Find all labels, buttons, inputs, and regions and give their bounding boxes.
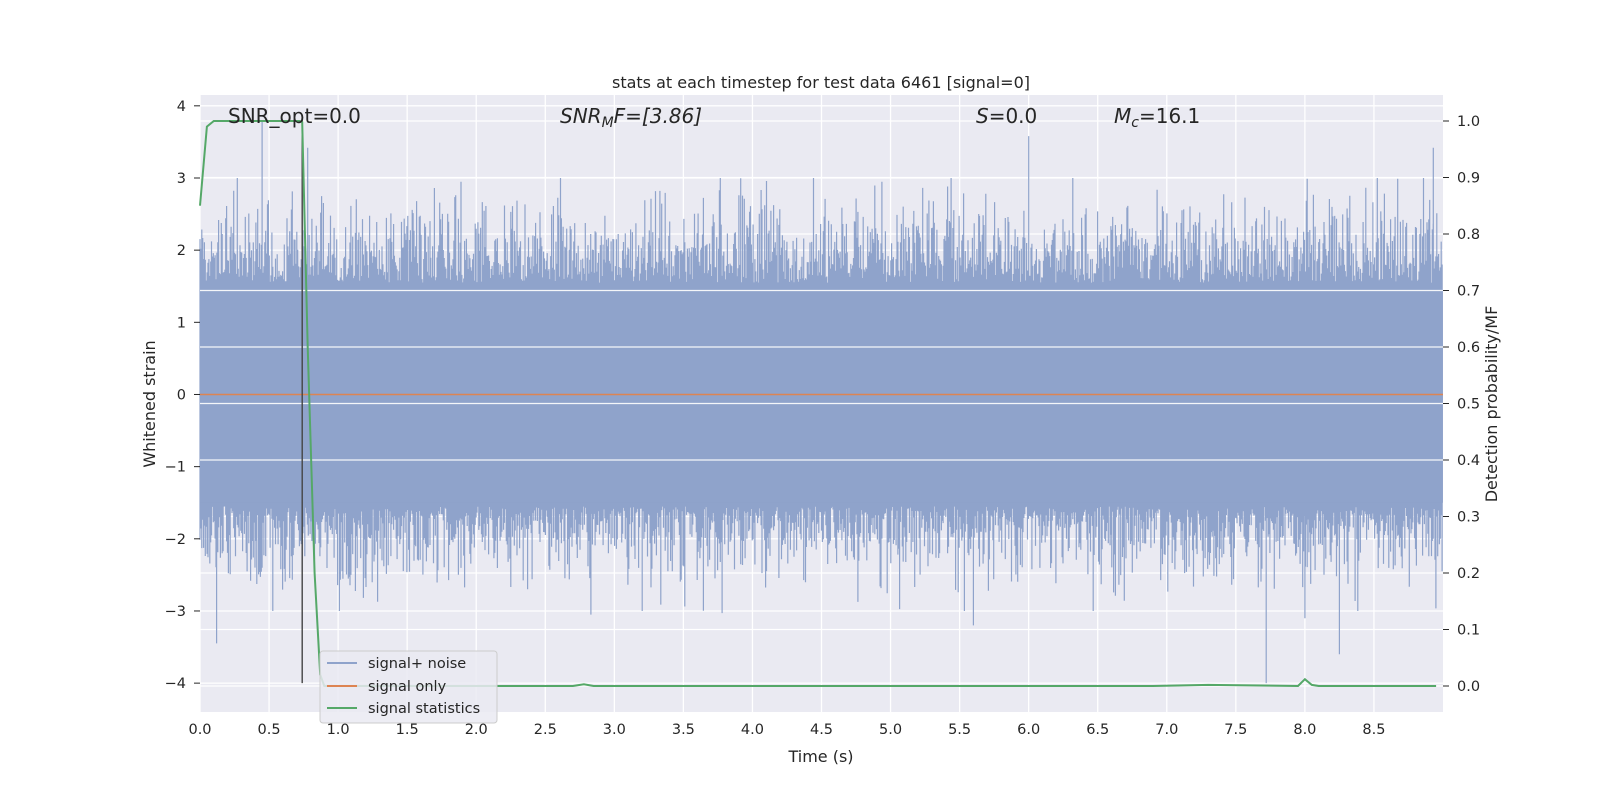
y-axis-label: Whitened strain <box>140 340 159 467</box>
y-tick-label: 3 <box>177 171 186 187</box>
x-tick-label: 5.0 <box>879 722 902 738</box>
x-tick-label: 3.5 <box>672 722 695 738</box>
series-signal-noise <box>199 120 1443 684</box>
y2-tick-label: 0.2 <box>1457 566 1480 582</box>
x-tick-label: 6.5 <box>1086 722 1109 738</box>
x-tick-label: 1.0 <box>327 722 350 738</box>
chart-title: stats at each timestep for test data 646… <box>612 73 1030 92</box>
y2-tick-label: 0.1 <box>1457 623 1480 639</box>
y2-tick-label: 1.0 <box>1457 114 1480 130</box>
x-tick-label: 8.0 <box>1293 722 1316 738</box>
legend-label-signal-noise: signal+ noise <box>368 656 466 672</box>
x-tick-label: 2.0 <box>465 722 488 738</box>
x-axis-label: Time (s) <box>787 747 853 766</box>
y-tick-label: 4 <box>177 99 186 115</box>
y2-tick-label: 0.6 <box>1457 340 1480 356</box>
legend-box <box>319 650 498 724</box>
annotation-snr-opt: SNR_opt=0.0 <box>228 104 361 128</box>
x-tick-label: 8.5 <box>1362 722 1385 738</box>
y-tick-label: 1 <box>177 315 186 331</box>
x-tick-label: 6.0 <box>1017 722 1040 738</box>
x-tick-label: 2.5 <box>534 722 557 738</box>
y2-axis-label: Detection probability/MF <box>1482 306 1501 503</box>
y-tick-label: −2 <box>165 532 186 548</box>
legend-label-signal-statistics: signal statistics <box>368 701 480 717</box>
legend-label-signal-only: signal only <box>368 679 447 695</box>
ticks: 0.0 0.5 1.0 1.5 2.0 2.5 3.0 3.5 4.0 4.5 5.0 5.5 6.0 6… <box>165 99 1480 738</box>
y-tick-label: 0 <box>177 387 186 403</box>
y-tick-label: −3 <box>165 604 186 620</box>
x-tick-label: 1.5 <box>396 722 419 738</box>
annotation-mc: Mc=16.1 <box>1114 104 1200 131</box>
y2-tick-label: 0.0 <box>1457 679 1480 695</box>
y2-tick-label: 0.8 <box>1457 227 1480 243</box>
y2-tick-label: 0.3 <box>1457 510 1480 526</box>
legend: signal+ noise signal only signal statist… <box>319 650 498 724</box>
x-tick-label: 4.5 <box>810 722 833 738</box>
y2-tick-label: 0.5 <box>1457 397 1480 413</box>
series-lines <box>199 120 1443 688</box>
y-tick-label: −1 <box>165 460 186 476</box>
annotation-snr-mf: SNRMF=[3.86] <box>560 104 702 131</box>
noise-band <box>200 289 1443 503</box>
x-tick-label: 7.5 <box>1224 722 1247 738</box>
x-tick-label: 7.0 <box>1155 722 1178 738</box>
series-signal-statistics <box>199 120 1437 688</box>
x-tick-label: 0.0 <box>188 722 211 738</box>
y-tick-label: −4 <box>165 676 186 692</box>
x-tick-label: 3.0 <box>603 722 626 738</box>
y2-tick-label: 0.7 <box>1457 283 1480 299</box>
x-tick-label: 5.5 <box>948 722 971 738</box>
y2-tick-label: 0.4 <box>1457 453 1480 469</box>
x-tick-label: 4.0 <box>741 722 764 738</box>
annotation-s: S=0.0 <box>976 104 1037 128</box>
y2-tick-label: 0.9 <box>1457 170 1480 186</box>
x-tick-label: 0.5 <box>258 722 281 738</box>
y-tick-label: 2 <box>177 243 186 259</box>
